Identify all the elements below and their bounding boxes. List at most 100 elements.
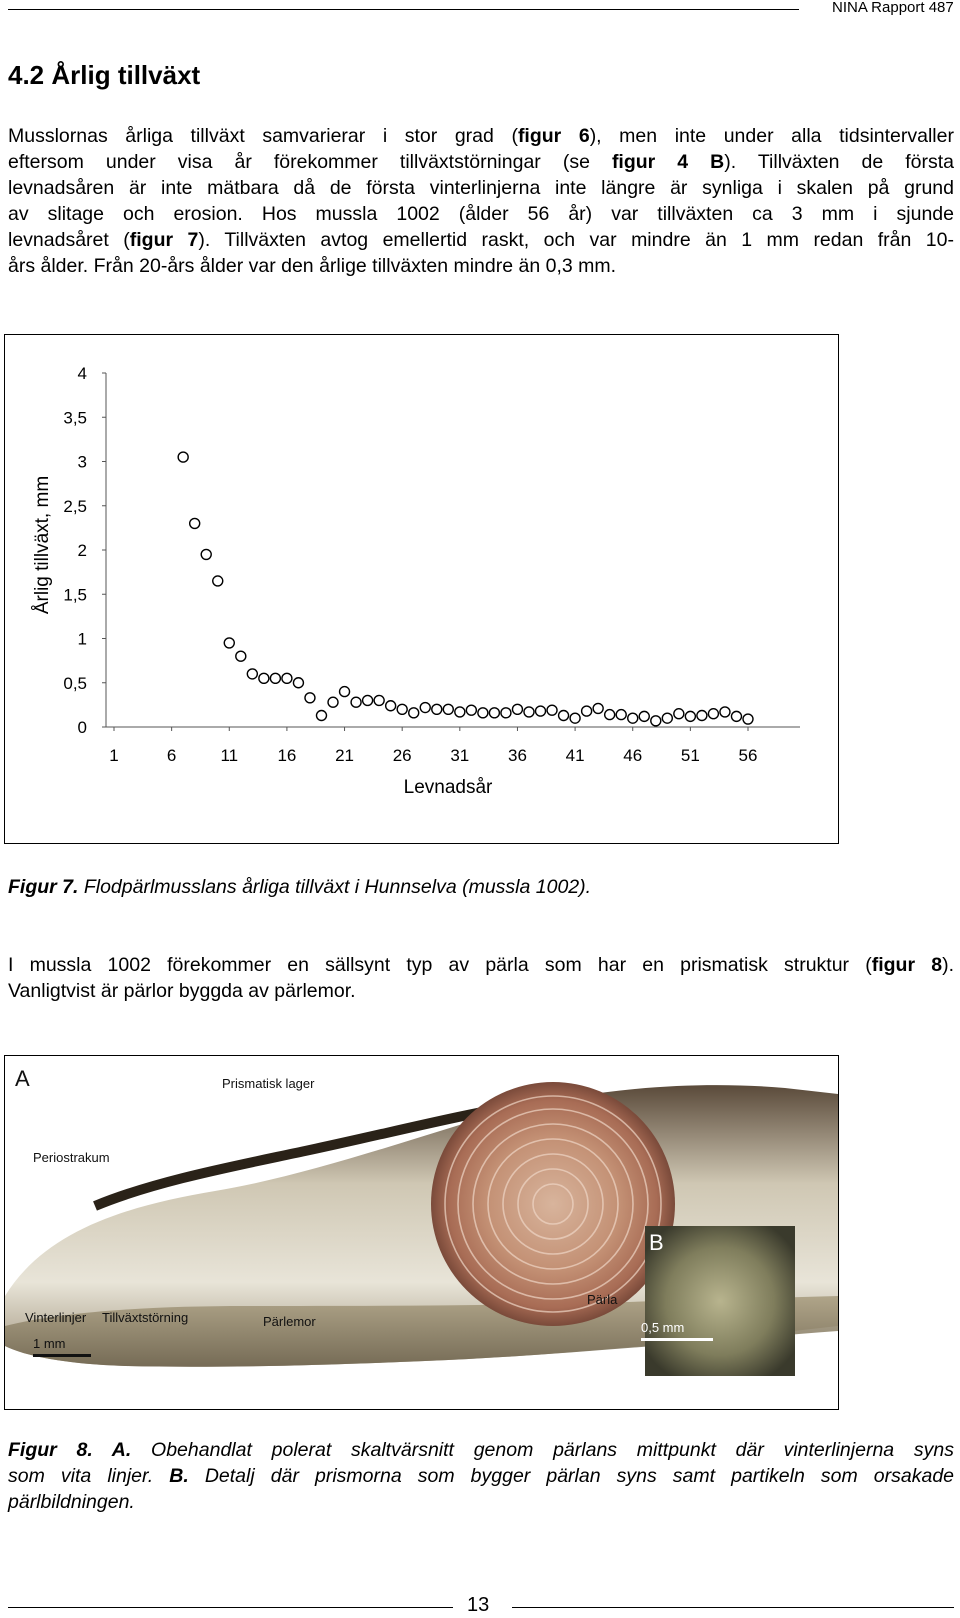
para1-line2: eftersom under visa år förekommer tillvä… [8, 151, 954, 173]
figure7-ref: figur 7 [129, 229, 199, 251]
footer-rule-right [512, 1607, 954, 1608]
data-point [500, 707, 512, 719]
section-heading: 4.2 Årlig tillväxt [8, 60, 201, 90]
x-tick-label: 26 [393, 746, 412, 765]
y-tick-label: 0,5 [63, 674, 87, 693]
data-point [246, 668, 259, 680]
tillvaxtstorning-label: Tillväxtstörning [102, 1310, 189, 1325]
x-tick-label: 16 [277, 746, 296, 765]
data-point [627, 712, 639, 724]
data-point [684, 710, 697, 723]
x-tick-label: 6 [167, 746, 176, 765]
para1-line4: av slitage och erosion. Hos mussla 1002 … [8, 203, 954, 225]
y-tick-label: 2,5 [63, 497, 87, 516]
para2-line2: Vanligtvist är pärlor byggda av pärlemor… [8, 980, 356, 1002]
x-tick-label: 41 [566, 746, 585, 765]
figure7-caption: Figur 7. Flodpärlmusslans årliga tillväx… [8, 876, 592, 898]
data-point [603, 708, 616, 721]
figure7-chart: 0 0,5 1 1,5 2 2,5 3 3,5 4 1 6 11 16 21 26 31 36 41 46 51 56 L… [4, 334, 839, 844]
figure8-caption-line3: pärlbildningen. [8, 1491, 135, 1513]
data-point [361, 694, 374, 707]
periostrakum-label: Periostrakum [33, 1150, 110, 1165]
data-point [304, 692, 316, 704]
data-point [580, 705, 593, 717]
pearl-cross-section [431, 1082, 675, 1326]
data-point [719, 706, 731, 718]
x-tick-label: 11 [220, 746, 238, 765]
data-point [707, 708, 720, 720]
x-tick-label: 31 [450, 746, 469, 765]
data-point [396, 703, 408, 715]
data-point [592, 702, 604, 715]
para1-line5: levnadsåret (figur 7). Tillväxten avtog … [8, 229, 954, 251]
data-point [546, 704, 558, 716]
data-point [488, 707, 501, 719]
data-point [696, 709, 708, 722]
x-tick-label: 36 [508, 746, 527, 765]
data-point [615, 708, 627, 721]
scale-a-bar [33, 1354, 91, 1357]
header-rule [8, 9, 799, 10]
x-tick-label: 46 [623, 746, 642, 765]
para1-line6: års ålder. Från 20-års ålder var den årl… [8, 255, 617, 277]
data-point [258, 672, 270, 685]
shell-cross-section-image [5, 1056, 838, 1409]
data-point [523, 706, 535, 718]
data-point [223, 637, 235, 649]
para2-line1: I mussla 1002 förekommer en sällsynt typ… [8, 954, 955, 976]
data-point [235, 650, 247, 662]
y-axis-label: Årlig tillväxt, mm [32, 476, 53, 614]
panel-a-label: A [15, 1066, 30, 1091]
page-number: 13 [467, 1594, 490, 1616]
data-point [338, 685, 351, 698]
x-axis-label: Levnadsår [404, 777, 493, 798]
panel-b-label: B [649, 1230, 664, 1255]
data-point [200, 548, 212, 561]
data-point [177, 451, 189, 463]
data-point [373, 694, 385, 707]
y-tick-label: 1,5 [63, 585, 87, 604]
report-title: NINA Rapport 487 [832, 0, 954, 16]
footer-rule-left [8, 1607, 453, 1608]
data-point [212, 575, 224, 587]
figure8-photo: A B Prismatisk lager Periostrakum Vinter… [4, 1055, 839, 1410]
data-point [442, 703, 454, 715]
data-point [569, 712, 581, 724]
detail-b-inset [645, 1226, 795, 1376]
data-point [188, 517, 201, 530]
paragraph-growth: Musslornas årliga tillväxt samvarierar i… [8, 123, 954, 279]
data-point [350, 696, 362, 708]
y-tick-label: 3 [78, 453, 87, 472]
scale-a-label: 1 mm [33, 1336, 66, 1351]
y-tick-label: 3,5 [63, 408, 87, 427]
figure8-caption-line2: som vita linjer. B. Detalj där prismorna… [8, 1465, 955, 1487]
shell-inner-layer [5, 1296, 838, 1367]
x-tick-label: 56 [739, 746, 758, 765]
data-point [730, 710, 743, 723]
y-tick-label: 4 [78, 364, 87, 383]
paragraph-pearl: I mussla 1002 förekommer en sällsynt typ… [8, 952, 954, 1004]
parla-label: Pärla [587, 1292, 618, 1307]
y-tick-label: 2 [78, 541, 87, 560]
figure4b-ref: figur 4 B [611, 151, 725, 173]
data-point [465, 704, 478, 716]
figure6-ref: figur 6 [517, 125, 590, 147]
data-point [454, 706, 466, 718]
periostracum-edge [93, 1099, 526, 1211]
x-tick-label: 1 [109, 746, 118, 765]
parlemor-label: Pärlemor [263, 1314, 316, 1329]
data-point [638, 710, 650, 723]
figure8-caption: Figur 8. A. Obehandlat polerat skaltvärs… [8, 1437, 954, 1515]
prismatisk-lager-label: Prismatisk lager [222, 1076, 315, 1091]
y-tick-label: 0 [78, 718, 87, 737]
data-point [477, 707, 489, 719]
data-point [419, 701, 431, 714]
data-point [557, 709, 570, 722]
vinterlinjer-label: Vinterlinjer [25, 1310, 87, 1325]
data-point [281, 672, 293, 685]
growth-scatter-plot: 00,511,522,533,541 6 11 16 21 26 31 36 41 46 51 56L… [32, 364, 800, 798]
x-tick-label: 51 [681, 746, 700, 765]
x-tick-label: 21 [335, 746, 354, 765]
data-point [431, 703, 443, 715]
y-tick-label: 1 [78, 630, 87, 649]
